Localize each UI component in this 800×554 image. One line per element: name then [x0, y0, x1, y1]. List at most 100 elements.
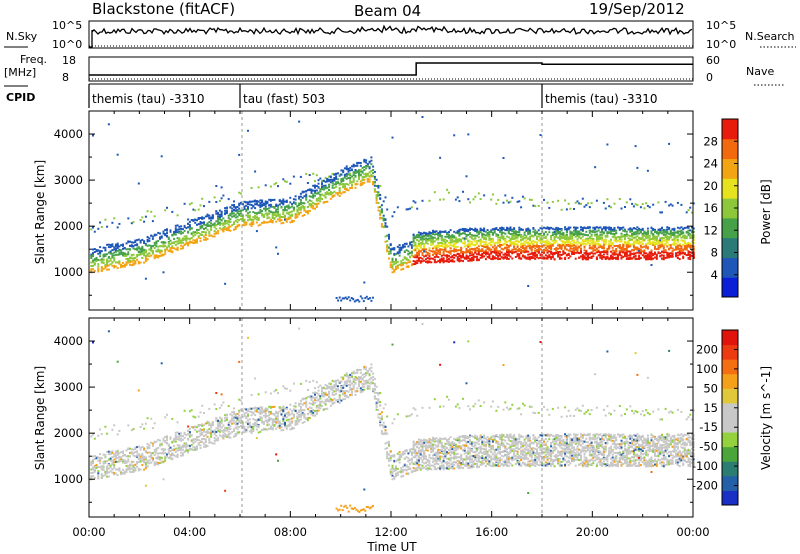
data-point	[400, 268, 403, 271]
nsky-trace	[89, 24, 693, 48]
data-point	[162, 232, 165, 235]
data-point	[500, 235, 503, 238]
data-point	[683, 252, 686, 255]
data-point	[546, 239, 549, 242]
data-point	[421, 236, 424, 239]
nsky-tick-bottom: 10^0	[52, 38, 82, 51]
data-point	[155, 240, 158, 243]
data-point	[95, 456, 98, 458]
data-point	[611, 246, 614, 249]
data-point	[550, 247, 553, 249]
data-point	[534, 247, 537, 250]
data-point	[442, 238, 445, 241]
data-point	[565, 230, 568, 233]
data-point	[169, 239, 172, 242]
data-point	[620, 249, 623, 252]
data-point	[174, 243, 177, 246]
data-point	[514, 237, 517, 240]
data-point	[187, 244, 190, 247]
data-point	[257, 200, 260, 203]
data-point	[555, 240, 558, 243]
data-point	[426, 238, 429, 241]
data-point	[613, 202, 616, 205]
data-point	[294, 203, 297, 205]
data-point	[312, 195, 315, 198]
data-point	[234, 228, 237, 230]
data-point	[143, 250, 146, 253]
data-point	[204, 215, 207, 218]
data-point	[321, 179, 323, 182]
data-point	[375, 190, 378, 193]
data-point	[261, 214, 264, 217]
data-point	[564, 243, 567, 246]
data-point	[553, 258, 556, 261]
data-point	[373, 177, 376, 180]
data-point	[132, 466, 135, 469]
data-point	[669, 252, 672, 255]
data-point	[153, 241, 156, 244]
data-point	[484, 249, 487, 252]
data-point	[363, 166, 366, 169]
data-point	[317, 192, 320, 195]
data-point	[553, 237, 556, 240]
data-point	[319, 190, 322, 193]
data-point	[185, 238, 188, 241]
data-point	[111, 450, 114, 453]
data-point	[462, 251, 464, 253]
data-point	[650, 252, 653, 255]
data-point	[449, 256, 452, 259]
data-point	[141, 457, 144, 460]
data-point	[403, 257, 406, 260]
data-point	[245, 208, 248, 211]
data-point	[107, 256, 110, 259]
data-point	[493, 248, 496, 251]
data-point	[102, 465, 105, 468]
data-point	[417, 245, 420, 247]
data-point	[428, 237, 431, 240]
data-point	[618, 250, 621, 253]
data-point	[557, 251, 560, 254]
data-point	[692, 227, 695, 230]
data-point	[476, 246, 479, 249]
data-point	[333, 183, 336, 186]
data-point	[669, 244, 672, 247]
data-point	[654, 239, 656, 242]
data-point	[477, 239, 480, 242]
data-point	[463, 237, 466, 240]
data-point	[646, 232, 649, 234]
data-point	[102, 261, 105, 264]
data-point	[555, 235, 558, 238]
data-point	[599, 251, 602, 254]
data-point	[395, 258, 397, 261]
data-point	[673, 227, 676, 230]
data-point	[123, 472, 126, 475]
data-point	[425, 248, 427, 251]
data-point	[337, 299, 340, 302]
data-point	[676, 257, 679, 259]
data-point	[518, 256, 521, 259]
data-point	[144, 451, 147, 454]
data-point	[631, 257, 634, 260]
data-point	[396, 267, 399, 270]
data-point	[169, 250, 172, 253]
data-point	[606, 253, 609, 256]
data-point	[639, 251, 642, 254]
data-point	[333, 173, 336, 176]
data-point	[308, 195, 311, 198]
data-point	[426, 253, 429, 256]
data-point	[227, 214, 230, 217]
data-point	[97, 434, 100, 437]
data-point	[211, 214, 214, 217]
data-point	[439, 241, 442, 244]
data-point	[421, 239, 424, 242]
data-point	[363, 158, 366, 161]
data-point	[548, 231, 551, 234]
data-point	[491, 233, 494, 236]
data-point	[569, 241, 572, 244]
data-point	[477, 232, 480, 235]
data-point	[396, 264, 399, 267]
data-point	[573, 239, 575, 242]
data-point	[435, 255, 438, 258]
data-point	[289, 217, 292, 220]
data-point	[583, 257, 586, 259]
